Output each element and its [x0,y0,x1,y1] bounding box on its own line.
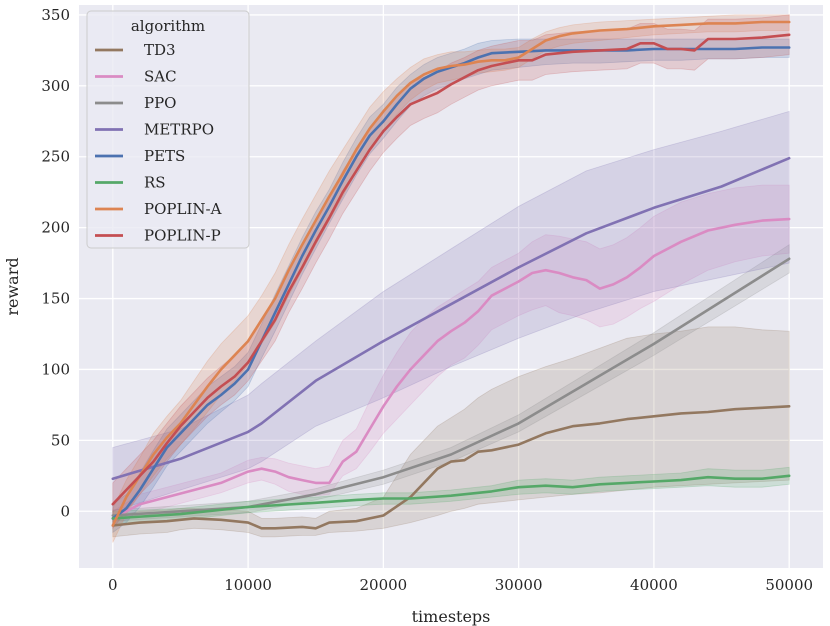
pets-band [112,38,790,534]
y-tick-label: 200 [41,219,70,237]
legend-title: algorithm [131,17,205,35]
y-tick-label: 150 [41,290,70,308]
x-tick-label: 50000 [765,576,813,594]
grid [79,5,823,568]
legend-label-sac: SAC [144,68,177,86]
metrpo-band [112,110,790,512]
td3-line [111,404,791,530]
poplin-a-band [112,14,790,543]
y-tick-label: 350 [41,6,70,24]
poplin-a-line [111,20,791,527]
y-tick-label: 100 [41,360,70,378]
legend-label-pets: PETS [144,147,185,165]
y-tick-label: 300 [41,77,70,95]
y-tick-label: 0 [60,502,70,520]
rs-line [111,474,791,520]
legend-items: TD3 SAC PPO METRPO PETS RS POPLIN-A POPLIN-P [95,41,222,245]
sac-band [112,184,790,527]
legend-box [86,10,250,249]
legend-label-poplin-p: POPLIN-P [144,227,221,245]
legend-label-metrpo: METRPO [144,121,214,139]
y-tick-labels: 0 50 100 150 200 250 300 350 [41,6,70,520]
legend-label-rs: RS [144,174,166,192]
legend: algorithm TD3 SAC PPO METRPO PETS RS POPLIN-A P… [86,10,250,249]
y-tick-label: 250 [41,148,70,166]
y-tick-label: 50 [51,431,70,449]
x-axis-label: timesteps [412,607,491,626]
poplin-p-line [111,33,791,506]
sac-line [111,217,791,520]
x-tick-label: 40000 [630,576,678,594]
y-axis-label: reward [3,257,22,315]
legend-label-poplin-a: POPLIN-A [144,200,222,218]
series-lines [111,20,791,530]
metrpo-line [111,156,791,481]
x-tick-label: 10000 [224,576,272,594]
x-tick-label: 0 [108,576,118,594]
x-tick-labels: 0 10000 20000 30000 40000 50000 [108,576,813,594]
x-tick-label: 20000 [360,576,408,594]
legend-label-ppo: PPO [144,94,176,112]
x-tick-label: 30000 [495,576,543,594]
legend-label-td3: TD3 [144,41,176,59]
